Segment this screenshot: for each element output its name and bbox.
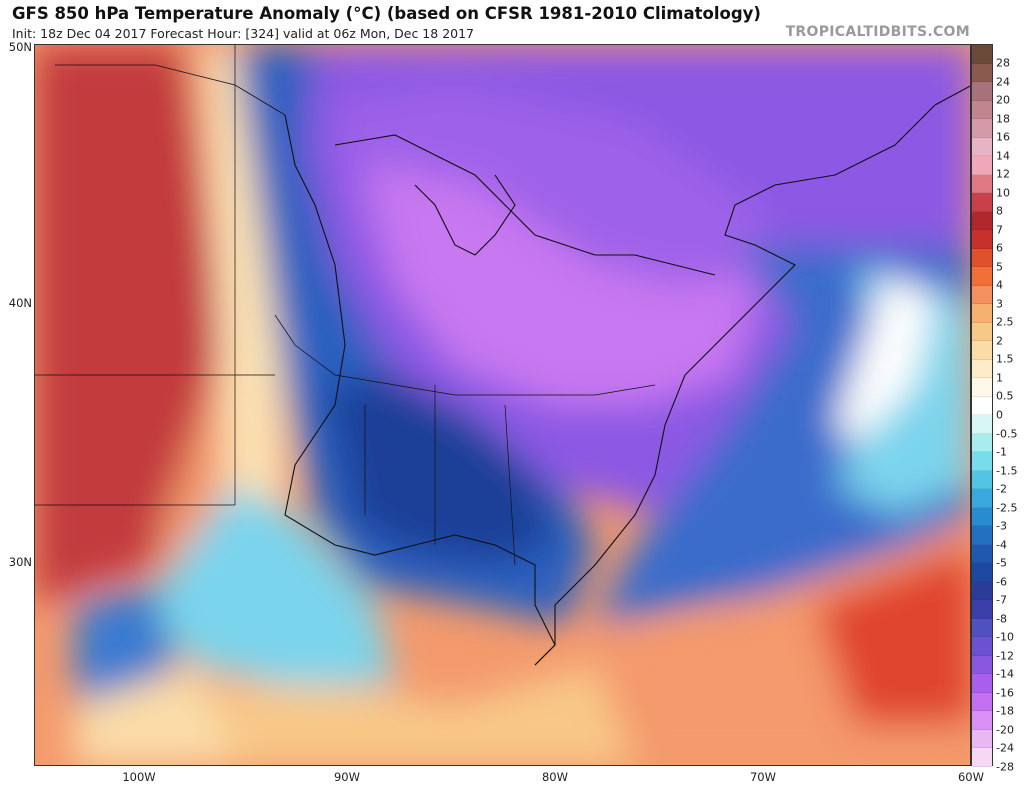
lon-label-80w: 80W <box>541 770 569 784</box>
color-scale-label: 20 <box>996 93 1010 107</box>
color-scale-label: -24 <box>996 741 1014 755</box>
color-scale-label: -12 <box>996 649 1014 663</box>
map-title: GFS 850 hPa Temperature Anomaly (°C) (ba… <box>12 4 761 23</box>
color-scale-label: -7 <box>996 593 1007 607</box>
color-scale-label: -0.5 <box>996 427 1018 440</box>
color-scale-label: 24 <box>996 75 1010 89</box>
color-scale-segment <box>972 729 992 748</box>
color-scale-label: 28 <box>996 56 1010 70</box>
color-scale-segment <box>972 82 992 101</box>
color-scale-segment <box>972 211 992 230</box>
color-scale-label: -28 <box>996 760 1014 774</box>
color-scale-label: -1 <box>996 445 1007 459</box>
color-scale-label: -2 <box>996 482 1007 496</box>
color-scale-label: 7 <box>996 223 1003 237</box>
color-scale-label: 2.5 <box>996 315 1014 329</box>
color-scale-segment <box>972 359 992 378</box>
color-scale-label: 10 <box>996 186 1010 200</box>
color-scale-label: -3 <box>996 519 1007 533</box>
color-scale-label: -18 <box>996 704 1014 718</box>
color-scale-segment <box>972 63 992 82</box>
color-scale-label: 0.5 <box>996 389 1014 403</box>
color-scale-segment <box>972 711 992 730</box>
color-scale-label: 12 <box>996 167 1010 181</box>
color-scale-segment <box>972 304 992 323</box>
color-scale-segment <box>972 748 992 767</box>
color-scale-label: -4 <box>996 538 1007 552</box>
anomaly-field <box>35 45 970 765</box>
color-scale-segment <box>972 156 992 175</box>
color-scale-segment <box>972 137 992 156</box>
coastline-borders <box>35 45 970 666</box>
color-scale-label: 6 <box>996 241 1003 255</box>
color-scale-label: -5 <box>996 556 1007 570</box>
color-scale-segment <box>972 544 992 563</box>
color-scale-segment <box>972 396 992 415</box>
color-scale-label: -8 <box>996 612 1007 626</box>
color-scale-label: -20 <box>996 723 1014 737</box>
color-scale-segment <box>972 248 992 267</box>
lat-label-40n: 40N <box>8 296 32 310</box>
lat-label-50n: 50N <box>8 40 32 54</box>
color-scale-label: 1.5 <box>996 352 1014 366</box>
color-scale-segment <box>972 637 992 656</box>
brand-watermark: TROPICALTIDBITS.COM <box>785 24 970 40</box>
color-scale-segment <box>972 581 992 600</box>
color-scale-segment <box>972 692 992 711</box>
color-scale-segment <box>972 452 992 471</box>
color-scale-segment <box>972 507 992 526</box>
color-scale-label: 5 <box>996 260 1003 274</box>
color-scale-segment <box>972 45 992 64</box>
color-scale-label: 14 <box>996 149 1010 163</box>
color-scale-segment <box>972 100 992 119</box>
color-scale-segment <box>972 267 992 286</box>
color-scale-segment <box>972 193 992 212</box>
color-scale-segment <box>972 470 992 489</box>
color-scale-segment <box>972 285 992 304</box>
color-scale-label: 18 <box>996 112 1010 126</box>
color-scale-segment <box>972 433 992 452</box>
color-scale-segment <box>972 600 992 619</box>
color-scale-label: -6 <box>996 575 1007 589</box>
lat-label-30n: 30N <box>8 555 32 569</box>
temperature-anomaly-map <box>34 44 971 766</box>
color-scale-segment <box>972 378 992 397</box>
color-scale-label: 1 <box>996 371 1003 385</box>
color-scale-label: -16 <box>996 686 1014 700</box>
color-scale-label: 0 <box>996 408 1003 422</box>
lon-label-90w: 90W <box>333 770 361 784</box>
color-scale-segment <box>972 563 992 582</box>
color-scale-label: 3 <box>996 297 1003 311</box>
color-scale-segment <box>972 526 992 545</box>
color-scale-segment <box>972 174 992 193</box>
map-subtitle: Init: 18z Dec 04 2017 Forecast Hour: [32… <box>12 26 474 41</box>
color-scale-segment <box>972 674 992 693</box>
color-scale-label: 16 <box>996 130 1010 144</box>
color-scale-label: -2.5 <box>996 501 1018 515</box>
color-scale-label: 2 <box>996 334 1003 348</box>
color-scale-label: -1.5 <box>996 464 1018 478</box>
color-scale-segment <box>972 341 992 360</box>
lon-label-100w: 100W <box>122 770 156 784</box>
color-scale-label: -14 <box>996 667 1014 681</box>
color-scale-segment <box>972 489 992 508</box>
lon-label-70w: 70W <box>749 770 777 784</box>
color-scale-label: 8 <box>996 204 1003 218</box>
color-scale-segment <box>972 230 992 249</box>
color-scale-segment <box>972 119 992 138</box>
color-scale-bar <box>971 44 993 767</box>
lon-label-60w: 60W <box>957 770 985 784</box>
color-scale-segment <box>972 322 992 341</box>
color-scale-segment <box>972 415 992 434</box>
color-scale-segment <box>972 618 992 637</box>
color-scale-label: 4 <box>996 278 1003 292</box>
color-scale-segment <box>972 655 992 674</box>
color-scale-label: -10 <box>996 630 1014 644</box>
